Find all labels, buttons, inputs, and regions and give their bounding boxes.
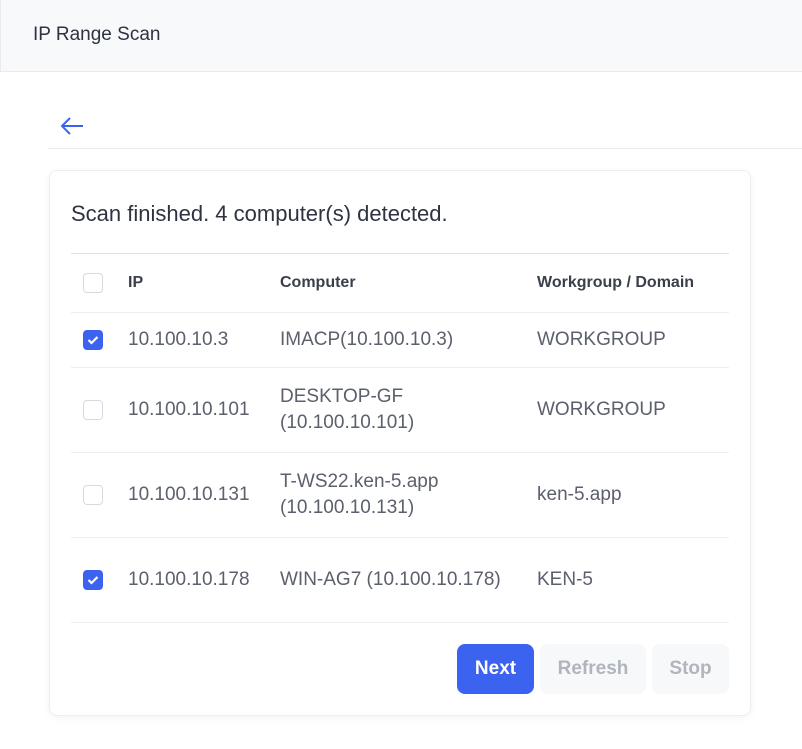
cell-computer: T-WS22.ken-5.app (10.100.10.131) bbox=[280, 471, 439, 518]
refresh-button[interactable]: Refresh bbox=[540, 644, 646, 694]
cell-ip: 10.100.10.3 bbox=[128, 329, 229, 350]
cell-domain: WORKGROUP bbox=[537, 329, 666, 350]
row-checkbox[interactable] bbox=[83, 570, 103, 590]
next-button[interactable]: Next bbox=[457, 644, 534, 694]
page-title: IP Range Scan bbox=[33, 24, 161, 45]
cell-computer: IMACP(10.100.10.3) bbox=[280, 329, 454, 350]
cell-ip: 10.100.10.131 bbox=[128, 484, 250, 505]
check-icon bbox=[87, 336, 99, 345]
stop-button[interactable]: Stop bbox=[652, 644, 729, 694]
top-bar: IP Range Scan bbox=[0, 0, 802, 72]
cell-computer: WIN-AG7 (10.100.10.178) bbox=[280, 569, 501, 590]
arrow-left-icon bbox=[60, 117, 83, 135]
scan-status: Scan finished. 4 computer(s) detected. bbox=[71, 201, 448, 226]
column-domain: Workgroup / Domain bbox=[537, 274, 695, 291]
cell-domain: WORKGROUP bbox=[537, 399, 666, 420]
row-checkbox[interactable] bbox=[83, 400, 103, 420]
table-row[interactable]: 10.100.10.178 WIN-AG7 (10.100.10.178) KE… bbox=[71, 538, 729, 623]
table-row[interactable]: 10.100.10.3 IMACP(10.100.10.3) WORKGROUP bbox=[71, 313, 729, 368]
scan-results-card: Scan finished. 4 computer(s) detected. I… bbox=[49, 170, 751, 716]
table-header: IP Computer Workgroup / Domain bbox=[71, 253, 729, 313]
column-ip: IP bbox=[128, 274, 144, 291]
cell-ip: 10.100.10.178 bbox=[128, 569, 250, 590]
back-button[interactable] bbox=[58, 113, 86, 139]
row-checkbox[interactable] bbox=[83, 330, 103, 350]
select-all-checkbox[interactable] bbox=[83, 273, 103, 293]
column-computer: Computer bbox=[280, 274, 356, 291]
computers-table: IP Computer Workgroup / Domain 10.100.10… bbox=[71, 253, 729, 623]
cell-domain: ken-5.app bbox=[537, 484, 622, 505]
cell-ip: 10.100.10.101 bbox=[128, 399, 250, 420]
cell-domain: KEN-5 bbox=[537, 569, 593, 590]
table-row[interactable]: 10.100.10.131 T-WS22.ken-5.app (10.100.1… bbox=[71, 453, 729, 538]
divider bbox=[48, 148, 802, 149]
check-icon bbox=[87, 576, 99, 585]
cell-computer: DESKTOP-GF (10.100.10.101) bbox=[280, 386, 415, 433]
row-checkbox[interactable] bbox=[83, 485, 103, 505]
table-row[interactable]: 10.100.10.101 DESKTOP-GF (10.100.10.101)… bbox=[71, 368, 729, 453]
